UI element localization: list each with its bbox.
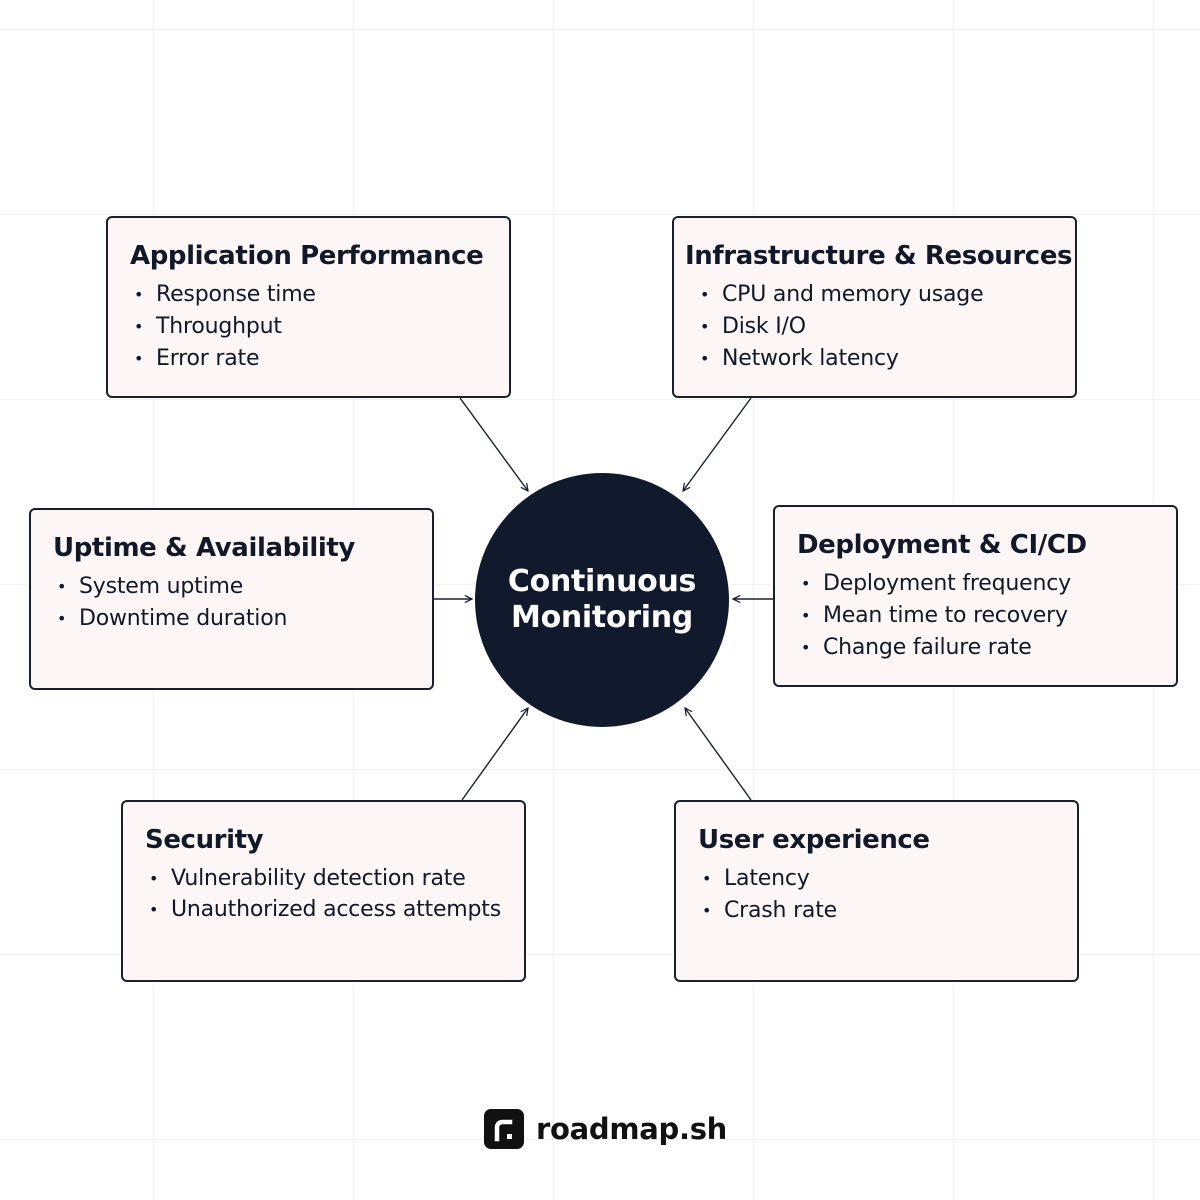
list-item: • Error rate xyxy=(130,345,489,373)
list-item: • Deployment frequency xyxy=(797,570,1156,598)
list-item-label: Change failure rate xyxy=(823,635,1032,660)
brand-footer: roadmap.sh xyxy=(484,1109,727,1149)
list-item: • Latency xyxy=(698,865,1057,893)
connector-application-performance xyxy=(459,397,528,491)
card-deployment-cicd: Deployment & CI/CD • Deployment frequency… xyxy=(773,505,1178,687)
card-title: User experience xyxy=(698,825,930,855)
list-item: • Vulnerability detection rate xyxy=(145,865,504,893)
bullet: • xyxy=(801,606,811,625)
central-node: Continuous Monitoring xyxy=(475,473,729,727)
card-title: Uptime & Availability xyxy=(53,533,355,563)
bullet: • xyxy=(134,285,144,304)
list-item: • System uptime xyxy=(53,573,412,601)
list-item-label: Latency xyxy=(724,866,810,891)
central-node-title: Continuous Monitoring xyxy=(507,564,697,635)
bullet: • xyxy=(700,317,710,336)
list-item-label: Disk I/O xyxy=(722,314,806,339)
list-item: • Downtime duration xyxy=(53,605,412,633)
bullet: • xyxy=(700,349,710,368)
list-item-label: Response time xyxy=(156,282,316,307)
list-item-label: Mean time to recovery xyxy=(823,603,1068,628)
list-item-label: Crash rate xyxy=(724,898,837,923)
bullet: • xyxy=(702,901,712,920)
list-item-label: CPU and memory usage xyxy=(722,282,984,307)
card-uptime-availability: Uptime & Availability • System uptime • Do… xyxy=(29,508,434,690)
list-item-label: System uptime xyxy=(79,574,244,599)
bullet: • xyxy=(57,577,67,596)
bullet: • xyxy=(700,285,710,304)
card-application-performance: Application Performance • Response time •… xyxy=(106,216,511,398)
list-item: • Response time xyxy=(130,281,489,309)
bullet: • xyxy=(57,609,67,628)
card-infrastructure-resources: Infrastructure & Resources • CPU and memo… xyxy=(672,216,1077,398)
list-item: • Throughput xyxy=(130,313,489,341)
bullet: • xyxy=(149,869,159,888)
connector-user-experience xyxy=(685,708,752,801)
bullet: • xyxy=(134,349,144,368)
list-item: • Network latency xyxy=(696,345,1055,373)
list-item-label: Error rate xyxy=(156,346,260,371)
bullet: • xyxy=(134,317,144,336)
connector-security xyxy=(461,708,528,801)
card-user-experience: User experience • Latency • Crash rate xyxy=(674,800,1079,982)
list-item: • Change failure rate xyxy=(797,634,1156,662)
card-item-list: • Latency • Crash rate xyxy=(698,865,1057,925)
card-title: Security xyxy=(145,825,264,855)
list-item: • Unauthorized access attempts xyxy=(145,897,504,923)
list-item: • Crash rate xyxy=(698,897,1057,925)
list-item: • Disk I/O xyxy=(696,313,1055,341)
list-item: • Mean time to recovery xyxy=(797,602,1156,630)
list-item-label: Downtime duration xyxy=(79,606,288,631)
connector-infrastructure-resources xyxy=(683,397,752,491)
list-item-label: Unauthorized access attempts xyxy=(171,897,501,922)
list-item: • CPU and memory usage xyxy=(696,281,1055,309)
card-item-list: • Response time • Throughput • Error rate xyxy=(130,281,489,373)
card-item-list: • Vulnerability detection rate • Unauthori… xyxy=(145,865,504,923)
card-title: Application Performance xyxy=(130,241,484,271)
card-title: Infrastructure & Resources xyxy=(685,241,1073,271)
bullet: • xyxy=(702,869,712,888)
roadmap-logo-icon xyxy=(484,1109,524,1149)
bullet: • xyxy=(801,574,811,593)
list-item-label: Deployment frequency xyxy=(823,571,1071,596)
card-title: Deployment & CI/CD xyxy=(797,530,1087,560)
card-item-list: • System uptime • Downtime duration xyxy=(53,573,412,633)
card-item-list: • Deployment frequency • Mean time to reco… xyxy=(797,570,1156,662)
list-item-label: Network latency xyxy=(722,346,899,371)
card-item-list: • CPU and memory usage • Disk I/O • Network… xyxy=(685,281,1055,373)
bullet: • xyxy=(149,900,159,919)
bullet: • xyxy=(801,638,811,657)
list-item-label: Vulnerability detection rate xyxy=(171,866,466,891)
list-item-label: Throughput xyxy=(156,314,282,339)
brand-name: roadmap.sh xyxy=(536,1112,728,1146)
card-security: Security • Vulnerability detection rate •… xyxy=(121,800,526,982)
